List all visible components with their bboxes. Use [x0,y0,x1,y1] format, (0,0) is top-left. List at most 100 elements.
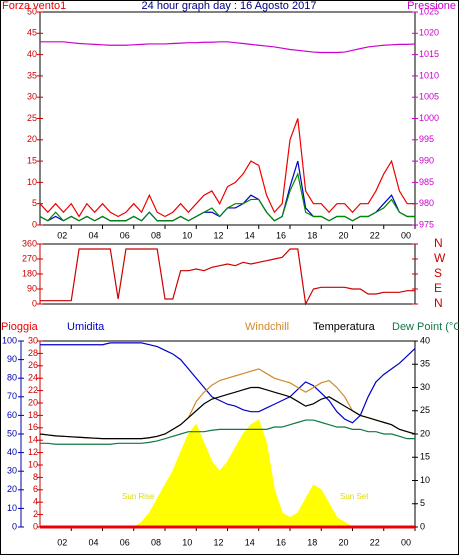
y-tick-label: 1020 [419,28,439,38]
y-tick-label: 25 [420,405,430,415]
series-line [39,386,416,440]
y-tick-label: 10 [27,177,37,187]
y-tick-label: 1000 [419,113,439,123]
y-tick-label: 15 [27,155,37,165]
x-tick-label: 22 [370,230,380,240]
y-tick-label: 30 [27,92,37,102]
y-tick-label: 90 [7,354,17,364]
x-tick-label: 22 [370,537,380,547]
y-tick-label: 1005 [419,92,439,102]
y-tick-label: 40 [7,447,17,457]
y-tick-label: 22 [28,385,38,395]
y-tick-label: 90 [27,283,37,293]
x-tick-label: 10 [182,537,192,547]
x-tick-label: 12 [213,230,223,240]
y-tick-label: 20 [27,134,37,144]
x-tick-label: 18 [307,230,317,240]
y-tick-label: 28 [28,348,38,358]
y-tick-label: W [434,251,446,265]
series-line [39,171,415,222]
x-tick-label: 08 [151,230,161,240]
y-tick-label: 180 [22,268,37,278]
series-line [40,248,415,306]
y-tick-label: 24 [28,373,38,383]
y-tick-label: 50 [27,6,37,16]
series-line [40,342,416,424]
y-tick-label: 8 [33,472,38,482]
y-tick-label: 990 [419,155,434,165]
y-tick-label: 0 [32,219,37,229]
y-tick-label: 35 [420,359,430,369]
y-tick-label: 15 [420,452,430,462]
x-tick-label: 20 [338,230,348,240]
series-line [40,419,415,445]
x-tick-label: 14 [245,230,255,240]
y-tick-label: 995 [419,134,434,144]
y-tick-label: 18 [28,410,38,420]
y-tick-label: 360 [22,238,37,248]
y-tick-label: 100 [2,335,17,345]
y-tick-label: 270 [22,253,37,263]
y-tick-label: 25 [27,113,37,123]
y-tick-label: 6 [33,484,38,494]
y-tick-label: 30 [7,466,17,476]
x-tick-label: 00 [401,537,411,547]
legend-entry: Pressione [407,0,456,12]
y-tick-label: 5 [420,498,425,508]
y-tick-label: 40 [420,335,430,345]
y-tick-label: N [434,296,443,310]
x-tick-label: 02 [57,537,67,547]
y-tick-label: 35 [27,70,37,80]
y-tick-label: 980 [419,198,434,208]
y-tick-label: 16 [28,422,38,432]
y-tick-label: 40 [27,49,37,59]
y-tick-label: 26 [28,360,38,370]
y-tick-label: 14 [28,435,38,445]
x-tick-label: 00 [401,230,411,240]
x-tick-label: 18 [307,537,317,547]
y-tick-label: 20 [420,428,430,438]
y-tick-label: 10 [28,459,38,469]
x-tick-label: 04 [88,230,98,240]
y-tick-label: 5 [32,198,37,208]
x-tick-label: 06 [120,230,130,240]
series-line [40,41,416,54]
legend-entry: Umidita [67,321,105,333]
legend-entry: Pioggia [1,321,39,333]
y-tick-label: 60 [7,410,17,420]
x-tick-label: 14 [245,537,255,547]
x-tick-label: 12 [213,537,223,547]
y-tick-label: E [434,281,442,295]
y-tick-label: 4 [33,497,38,507]
x-tick-label: 16 [276,537,286,547]
legend-entry: Temperatura [313,321,376,333]
annotation: Sun Set [340,492,369,501]
y-tick-label: 50 [7,428,17,438]
y-tick-label: 1010 [419,70,439,80]
chart-title: 24 hour graph day : 16 Agosto 2017 [142,0,317,12]
y-tick-label: 985 [419,177,434,187]
y-tick-label: 0 [32,298,37,308]
y-tick-label: 30 [420,382,430,392]
y-tick-label: 1025 [419,6,439,16]
y-tick-label: 20 [7,484,17,494]
y-tick-label: 10 [420,475,430,485]
x-tick-label: 10 [182,230,192,240]
y-tick-label: 10 [7,503,17,513]
annotation: Sun Rise [122,492,155,501]
legend-entry: Dew Point (°C [392,321,459,333]
y-tick-label: 70 [7,391,17,401]
legend-entry: Windchill [245,321,289,333]
y-tick-label: S [434,266,442,280]
series-line [39,118,415,218]
y-tick-label: 975 [419,219,434,229]
y-tick-label: 0 [420,521,425,531]
y-tick-label: 0 [12,521,17,531]
legend-entry: Forza vento1 [2,0,66,12]
y-tick-label: 80 [7,373,17,383]
y-tick-label: 0 [33,521,38,531]
x-tick-label: 04 [88,537,98,547]
x-tick-label: 20 [338,537,348,547]
y-tick-label: 2 [33,509,38,519]
